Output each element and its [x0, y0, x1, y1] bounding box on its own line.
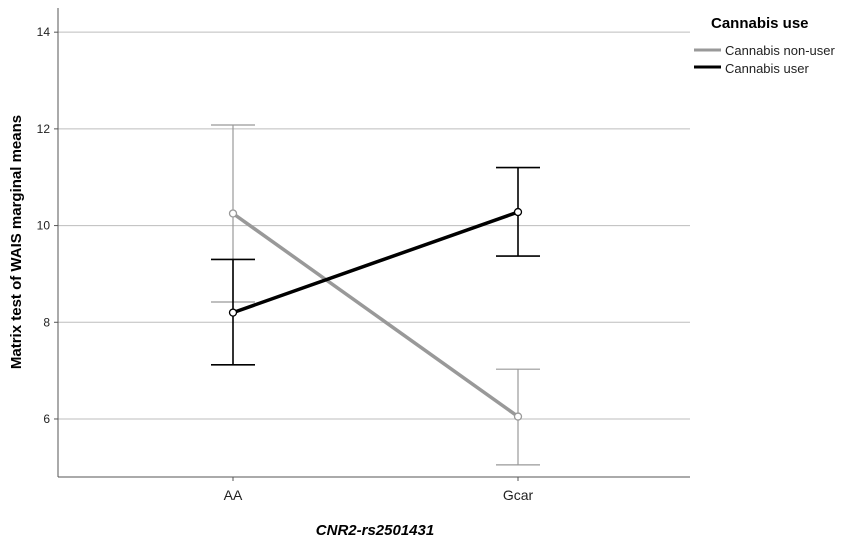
y-tick-label-12: 12 [37, 122, 51, 136]
legend-entry-non-user: Cannabis non-user [725, 43, 836, 58]
x-axis-title: CNR2-rs2501431 [316, 522, 434, 539]
y-tick-label-6: 6 [43, 412, 50, 426]
gridlines [54, 31, 690, 420]
series-line-0 [231, 212, 520, 418]
series-0 [211, 124, 540, 466]
legend-entry-user: Cannabis user [725, 61, 809, 76]
y-tick-label-8: 8 [43, 315, 50, 329]
data-point-1-0 [228, 308, 238, 317]
x-tick-labels: AA Gcar [224, 477, 534, 503]
data-point-1-1 [513, 207, 523, 217]
series-1 [211, 166, 540, 366]
legend: Cannabis use Cannabis non-user Cannabis … [694, 15, 836, 76]
axes [57, 8, 690, 478]
y-tick-label-10: 10 [37, 219, 51, 233]
series-line-1 [232, 210, 519, 315]
x-tick-label-AA: AA [224, 487, 243, 503]
x-tick-label-Gcar: Gcar [503, 487, 534, 503]
y-axis-title: Matrix test of WAIS marginal means [8, 115, 25, 369]
data-point-0-1 [513, 412, 523, 421]
data-point-0-0 [228, 209, 238, 218]
y-tick-label-14: 14 [37, 25, 51, 39]
legend-title: Cannabis use [711, 15, 809, 32]
series-group [211, 124, 540, 466]
y-tick-labels: 6 8 10 12 14 [37, 25, 51, 426]
